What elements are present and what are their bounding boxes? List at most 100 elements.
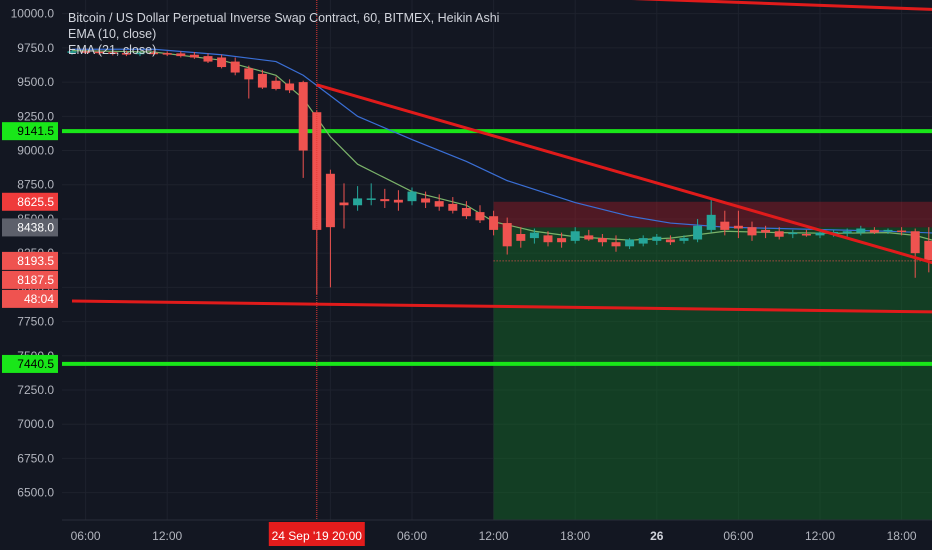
candle [217, 54, 227, 69]
candle-body [380, 199, 390, 202]
candle-body [693, 225, 703, 240]
ema-21-label[interactable]: EMA (21, close) [68, 43, 157, 57]
candle [910, 228, 920, 278]
candle [570, 227, 580, 244]
price-tag-label: 8625.5 [17, 195, 54, 209]
candle [625, 238, 635, 250]
candle [720, 210, 730, 236]
candle [257, 69, 267, 89]
price-tag: 8625.5 [2, 192, 58, 211]
candle-body [434, 201, 444, 207]
candle-body [81, 51, 91, 53]
candle-body [761, 229, 771, 233]
price-tag-background [2, 218, 58, 237]
time-tick-label: 26 [650, 529, 664, 543]
price-axis[interactable]: 10000.09750.09500.09250.09000.08750.0850… [0, 0, 62, 550]
candle [584, 229, 594, 241]
candle-body [665, 239, 675, 243]
candle [189, 52, 199, 59]
candle [597, 234, 607, 247]
candle-body [257, 73, 267, 88]
price-tag: 8187.5 [2, 270, 58, 289]
price-tag-label: 48:04 [24, 292, 54, 306]
candle-body [135, 52, 145, 55]
price-tag: 7440.5 [2, 354, 58, 373]
candle-body [366, 198, 376, 200]
ema-21-line [72, 48, 932, 234]
price-tag-label: 8438.0 [17, 220, 54, 234]
candle [421, 191, 431, 208]
price-tag-label: 8187.5 [17, 273, 54, 287]
price-tag-label: 8193.5 [17, 254, 54, 268]
candle-body [543, 235, 553, 243]
candle [815, 231, 825, 239]
candle [94, 49, 104, 55]
candle-body [393, 199, 403, 203]
candle-body [149, 52, 159, 55]
candle-body [244, 68, 254, 80]
candle [611, 235, 621, 252]
candle [856, 225, 866, 236]
candle-body [298, 82, 308, 151]
candle [271, 76, 281, 91]
candle [747, 221, 757, 241]
candle-body [529, 232, 539, 239]
candle [203, 53, 213, 63]
candle [924, 227, 932, 273]
candle [869, 227, 879, 234]
candle-body [407, 191, 417, 202]
price-tag-background [2, 289, 58, 308]
time-axis-background [62, 520, 932, 550]
candle [339, 183, 349, 229]
horizontal-levels[interactable] [62, 129, 932, 366]
time-tick-label: 18:00 [887, 529, 917, 543]
price-tick-label: 6500.0 [17, 486, 54, 500]
candle-body [625, 239, 635, 247]
trend-lines[interactable] [71, 0, 932, 314]
ema-10-label[interactable]: EMA (10, close) [68, 27, 157, 41]
price-tag-background [2, 122, 58, 141]
candle [502, 217, 512, 255]
candle [557, 232, 567, 248]
candle [638, 235, 648, 247]
price-tick-label: 9750.0 [17, 41, 54, 55]
candle-body [353, 198, 363, 206]
candle-body [312, 112, 322, 230]
candle [67, 49, 77, 55]
candle [149, 50, 159, 55]
candle [897, 227, 907, 236]
time-axis[interactable]: 06:0012:002506:0012:0018:002606:0012:001… [62, 519, 932, 550]
candle [325, 169, 335, 288]
time-tick-label: 12:00 [805, 529, 835, 543]
candle-body [897, 230, 907, 233]
candle-body [189, 54, 199, 58]
candle-body [203, 56, 213, 62]
candle-body [733, 225, 743, 229]
price-tag: 8193.5 [2, 251, 58, 270]
candle-body [176, 53, 186, 57]
candle [366, 183, 376, 206]
candle [693, 218, 703, 243]
time-tick-label: 12:00 [479, 529, 509, 543]
candle [475, 205, 485, 224]
symbol-title[interactable]: Bitcoin / US Dollar Perpetual Inverse Sw… [68, 11, 500, 25]
candle [461, 201, 471, 219]
candle-body [94, 51, 104, 54]
candle-body [611, 242, 621, 247]
candle [244, 65, 254, 99]
candle [108, 49, 118, 56]
trend-line-lower-support [71, 299, 932, 314]
candle-body [801, 234, 811, 236]
candle-body [924, 240, 932, 260]
candles [67, 48, 932, 295]
candle [489, 210, 499, 236]
candle-body [747, 227, 757, 236]
candle-body [489, 216, 499, 230]
candle [788, 229, 798, 239]
candle-body [502, 223, 512, 247]
candle-body [597, 238, 607, 243]
price-tick-label: 9500.0 [17, 75, 54, 89]
price-tag: 9141.5 [2, 122, 58, 141]
candle [761, 225, 771, 239]
